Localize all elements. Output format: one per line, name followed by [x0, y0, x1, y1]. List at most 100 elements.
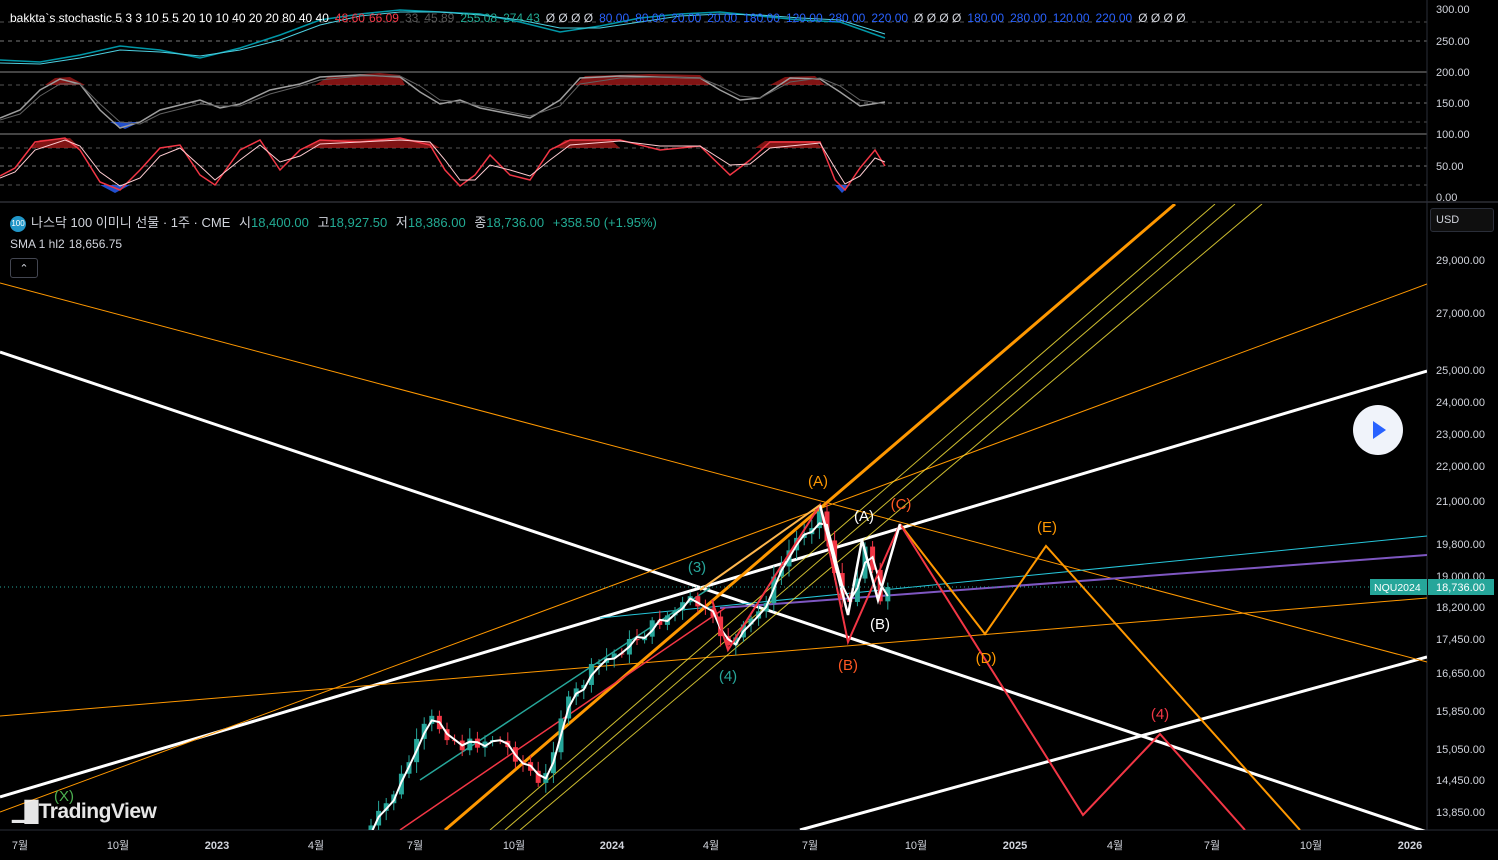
time-axis-tick: 10월 [107, 839, 129, 852]
indicator-name: bakkta`s stochastic 5 3 3 10 5 5 20 10 1… [10, 11, 329, 25]
price-axis-tick: 13,850.00 [1436, 807, 1485, 819]
white-trendline-low [799, 655, 1427, 830]
time-axis[interactable]: 7월 10월 2023 4월 7월 10월 2024 4월 7월 10월 2025 4월 7월 10월 20… [12, 839, 1422, 852]
symbol-title[interactable]: 나스닥 100 이미니 선물 · 1주 · CME [31, 215, 231, 230]
open-label: 시 [239, 215, 251, 230]
indicator-value-blue-9: 180.00 [967, 11, 1005, 25]
candle-body [581, 684, 587, 689]
price-axis-tick: 24,000.00 [1436, 397, 1485, 409]
tradingview-watermark: ▁█ TradingView [12, 799, 157, 824]
indicator-value-dim-1: 33 [404, 11, 419, 25]
candle-body [725, 636, 731, 646]
price-axis-tick: 16,650.00 [1436, 668, 1485, 680]
replay-play-button[interactable] [1353, 405, 1403, 455]
ticker-tag: NQU2024 [1374, 582, 1421, 594]
white-trendline-up [0, 369, 1427, 799]
last-price-tag-bg [1428, 579, 1494, 595]
wave-label: (D) [976, 650, 997, 667]
time-axis-tick: 2025 [1003, 840, 1027, 852]
indicator-axis-tick: 250.00 [1436, 36, 1470, 48]
indicator-value-null-2: Ø Ø Ø Ø [914, 11, 962, 25]
candle-body [421, 723, 427, 739]
price-axis-tick: 27,000.00 [1436, 308, 1485, 320]
indicator-value-teal-1: 255.08 [460, 11, 498, 25]
indicator-value-teal-2: 274.43 [503, 11, 540, 25]
indicator-value-blue-8: 220.00 [871, 11, 909, 25]
candle-body [535, 770, 541, 783]
candle-body [482, 741, 488, 748]
price-axis-tick: 14,450.00 [1436, 775, 1485, 787]
candle-body [361, 841, 366, 847]
price-axis-tick: 17,450.00 [1436, 634, 1485, 646]
indicator-axis-tick: 0.00 [1436, 192, 1457, 204]
price-axis-tick: 19,800.00 [1436, 539, 1485, 551]
candle-body [649, 620, 655, 637]
indicator-legend[interactable]: bakkta`s stochastic 5 3 3 10 5 5 20 10 1… [10, 11, 1186, 25]
time-axis-tick: 7월 [1204, 839, 1220, 852]
time-axis-tick: 4월 [1107, 839, 1123, 852]
wave-label: (C) [891, 496, 912, 513]
time-axis-tick: 7월 [407, 839, 423, 852]
red-projection [899, 523, 1246, 830]
indicator-axis[interactable]: 300.00 250.00 200.00 150.00 100.00 50.00 0.00 [1436, 4, 1470, 204]
low-label: 저 [395, 215, 408, 230]
stoch-fast-line [0, 137, 886, 192]
play-icon [1373, 421, 1386, 439]
price-axis-tick: 15,050.00 [1436, 744, 1485, 756]
indicator-value-red-1: 48.60 [334, 11, 365, 25]
candle-body [733, 637, 739, 646]
main-pane [0, 204, 1427, 847]
stoch-fast-fill [30, 138, 822, 148]
wave-label: (E) [1037, 519, 1057, 536]
currency-button[interactable]: USD [1430, 208, 1494, 232]
candle-body [611, 653, 617, 659]
indicator-axis-tick: 300.00 [1436, 4, 1470, 16]
orange-projection [899, 523, 1301, 830]
purple-line [719, 554, 1427, 609]
main-legend[interactable]: 100 나스닥 100 이미니 선물 · 1주 · CME 시18,400.00 … [10, 212, 657, 232]
indicator-value-blue-12: 220.00 [1095, 11, 1133, 25]
teal-line [599, 535, 1427, 619]
close-label: 종 [474, 215, 487, 230]
sma-label: SMA 1 hl2 [10, 237, 65, 251]
white-trendline-down [0, 350, 1426, 830]
indicator-value-blue-10: 280.00 [1010, 11, 1047, 25]
low-value: 18,386.00 [407, 215, 466, 230]
wave-label: (4) [719, 668, 737, 685]
open-value: 18,400.00 [250, 215, 309, 230]
indicator-axis-tick: 50.00 [1436, 161, 1464, 173]
price-axis-tick: 23,000.00 [1436, 429, 1485, 441]
orange-line-steep [0, 283, 1427, 813]
wave-label: (3) [688, 559, 706, 576]
yellow-fan-2 [504, 204, 1236, 830]
time-axis-tick: 4월 [703, 839, 719, 852]
time-axis-tick: 10월 [1300, 839, 1322, 852]
wave-label: (A) [854, 508, 874, 525]
indicator-value-blue-7: 280.00 [828, 11, 866, 25]
collapse-legend-button[interactable]: ⌃ [10, 258, 38, 278]
time-axis-tick: 2024 [600, 840, 625, 852]
last-price-tag: 18,736.00 [1436, 582, 1485, 594]
price-axis-tick: 18,200.00 [1436, 602, 1485, 614]
sma-legend[interactable]: SMA 1 hl2 18,656.75 [10, 237, 122, 251]
indicator-value-blue-1: 80.00 [599, 11, 630, 25]
tradingview-logo-icon: ▁█ [12, 801, 39, 823]
indicator-pane [0, 9, 1427, 193]
close-value: 18,736.00 [486, 215, 545, 230]
candle-body [634, 638, 640, 641]
wave-label: (X) [54, 788, 74, 805]
sma-value: 18,656.75 [68, 237, 123, 251]
yellow-fan-3 [519, 204, 1263, 830]
price-axis[interactable]: 29,000.00 27,000.00 25,000.00 24,000.00 23,0… [1436, 255, 1485, 819]
candle-body [854, 578, 860, 602]
orange-wave-top [699, 504, 821, 591]
wave-label: (B) [870, 616, 890, 633]
chevron-up-icon: ⌃ [19, 263, 29, 275]
price-axis-tick: 22,000.00 [1436, 461, 1485, 473]
candle-body [596, 662, 602, 664]
indicator-value-null-1: Ø Ø Ø Ø [545, 11, 594, 25]
candle-body [680, 602, 686, 611]
orange-line-down [0, 282, 1427, 663]
price-axis-tick: 15,850.00 [1436, 706, 1485, 718]
